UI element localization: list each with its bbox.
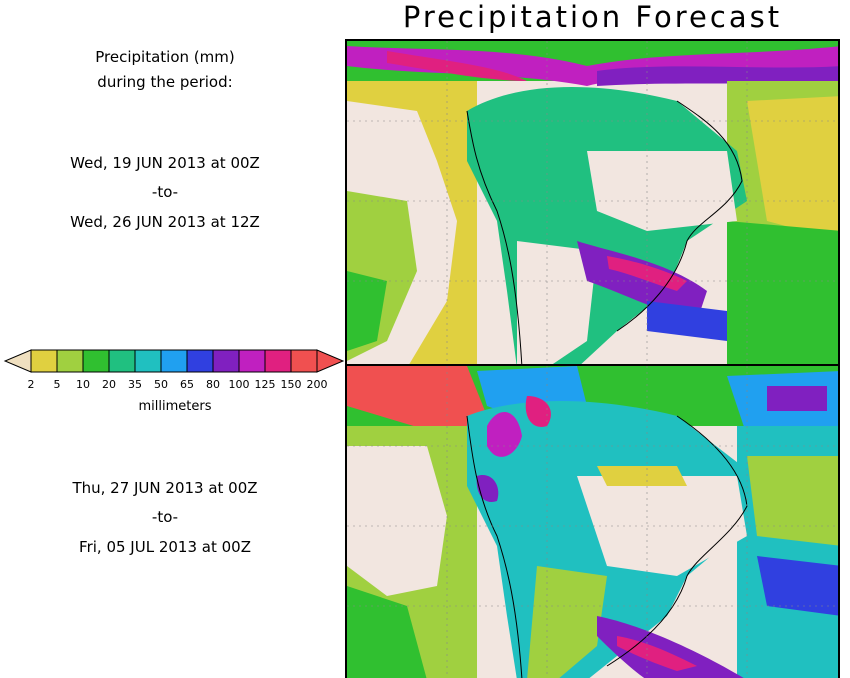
legend-low-arrow bbox=[3, 349, 32, 373]
legend-tick-label: 200 bbox=[306, 378, 328, 391]
legend-tick-label: 20 bbox=[102, 378, 116, 391]
period2-start: Thu, 27 JUN 2013 at 00Z bbox=[72, 479, 258, 497]
legend-tick-label: 100 bbox=[228, 378, 250, 391]
legend-swatch bbox=[134, 349, 162, 373]
period2-to: -to- bbox=[151, 508, 179, 526]
period2-end: Fri, 05 JUL 2013 at 00Z bbox=[79, 538, 251, 556]
legend-units: millimeters bbox=[138, 399, 212, 414]
color-legend bbox=[3, 349, 345, 373]
legend-swatch bbox=[82, 349, 110, 373]
legend-tick-label: 2 bbox=[27, 378, 35, 391]
legend-tick-label: 65 bbox=[180, 378, 194, 391]
legend-swatch bbox=[30, 349, 58, 373]
legend-swatch bbox=[264, 349, 292, 373]
legend-tick-label: 80 bbox=[206, 378, 220, 391]
legend-tick-label: 10 bbox=[76, 378, 90, 391]
map-week2 bbox=[345, 364, 840, 678]
legend-tick-label: 150 bbox=[280, 378, 302, 391]
chart-title: Precipitation Forecast bbox=[402, 0, 783, 34]
period1-end: Wed, 26 JUN 2013 at 12Z bbox=[70, 213, 260, 231]
header-line-1: Precipitation (mm) bbox=[95, 48, 235, 66]
legend-swatch bbox=[212, 349, 240, 373]
legend-tick-label: 35 bbox=[128, 378, 142, 391]
legend-tick-label: 125 bbox=[254, 378, 276, 391]
legend-high-arrow bbox=[316, 349, 345, 373]
period1-to: -to- bbox=[151, 183, 179, 201]
legend-swatch bbox=[56, 349, 84, 373]
legend-swatch bbox=[186, 349, 214, 373]
header-line-2: during the period: bbox=[97, 73, 233, 91]
legend-swatch bbox=[108, 349, 136, 373]
period1-start: Wed, 19 JUN 2013 at 00Z bbox=[70, 154, 260, 172]
legend-swatch bbox=[290, 349, 318, 373]
legend-swatch bbox=[238, 349, 266, 373]
legend-tick-label: 50 bbox=[154, 378, 168, 391]
legend-swatch bbox=[160, 349, 188, 373]
map-week1 bbox=[345, 39, 840, 366]
legend-tick-label: 5 bbox=[53, 378, 61, 391]
